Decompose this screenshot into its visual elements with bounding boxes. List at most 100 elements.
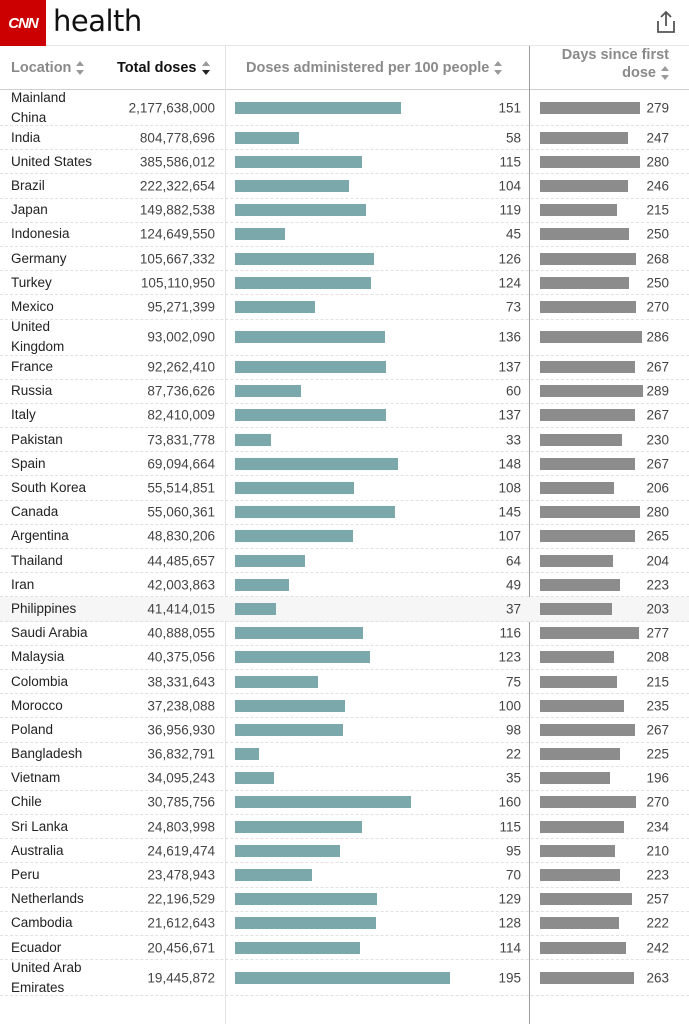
per100-bar [235,917,376,930]
location-cell: Canada [11,504,59,520]
table-row[interactable]: United States 385,586,012 115 280 [0,150,689,175]
table-row[interactable]: Australia 24,619,474 95 210 [0,839,689,864]
header-location[interactable]: Location [11,60,85,76]
days-value: 263 [646,970,669,986]
days-bar [540,554,613,567]
table-row[interactable]: Philippines 41,414,015 37 203 [0,597,689,622]
days-value: 250 [646,226,669,242]
table-row[interactable]: Italy 82,410,009 137 267 [0,404,689,429]
total-doses-cell: 55,514,851 [147,480,215,496]
table-row[interactable]: Iran 42,003,863 49 223 [0,573,689,598]
per100-bar [235,844,340,857]
total-doses-cell: 44,485,657 [147,553,215,569]
per100-value: 115 [499,819,521,835]
total-doses-cell: 385,586,012 [139,154,215,170]
days-bar [540,482,614,495]
days-value: 242 [646,940,669,956]
total-doses-cell: 41,414,015 [147,601,215,617]
per100-value: 73 [505,299,521,315]
location-cell: Indonesia [11,226,70,242]
days-value: 250 [646,275,669,291]
table-row[interactable]: Spain 69,094,664 148 267 [0,452,689,477]
table-row[interactable]: Pakistan 73,831,778 33 230 [0,428,689,453]
cnn-logo[interactable]: CNN [0,0,46,46]
table-row[interactable]: Peru 23,478,943 70 223 [0,863,689,888]
table-row[interactable]: Sri Lanka 24,803,998 115 234 [0,815,689,840]
per100-value: 22 [505,746,521,762]
table-row[interactable]: Netherlands 22,196,529 129 257 [0,888,689,912]
days-bar [540,252,636,265]
header-days[interactable]: Days since first dose [561,47,669,81]
per100-value: 33 [505,432,521,448]
per100-bar [235,204,366,217]
top-bar: CNN health [0,0,689,46]
table-row[interactable]: Indonesia 124,649,550 45 250 [0,223,689,247]
total-doses-cell: 87,736,626 [147,383,215,399]
table-row[interactable]: Morocco 37,238,088 100 235 [0,694,689,719]
table-row[interactable]: France 92,262,410 137 267 [0,356,689,380]
days-bar [540,941,627,954]
table-row[interactable]: Canada 55,060,361 145 280 [0,501,689,525]
total-doses-cell: 149,882,538 [139,202,215,218]
per100-bar [235,723,343,736]
days-value: 215 [646,202,669,218]
total-doses-cell: 93,002,090 [147,329,215,345]
location-cell: Poland [11,721,54,737]
per100-value: 108 [498,480,521,496]
days-value: 286 [646,329,669,345]
days-value: 280 [646,504,669,520]
location-cell: Japan [11,202,48,218]
location-cell: Vietnam [11,770,61,786]
days-value: 277 [646,625,669,641]
table-row[interactable]: Poland 36,956,930 98 267 [0,718,689,743]
header-per100[interactable]: Doses administered per 100 people [246,60,503,76]
table-row[interactable]: Japan 149,882,538 119 215 [0,199,689,223]
table-row[interactable]: Chile 30,785,756 160 270 [0,791,689,816]
table-row[interactable]: Mainland China 2,177,638,000 151 279 [0,90,689,126]
days-bar [540,917,620,930]
table-row[interactable]: United Arab Emirates 19,445,872 195 263 [0,960,689,997]
days-value: 235 [646,698,669,714]
total-doses-cell: 222,322,654 [139,178,215,194]
location-cell: Sri Lanka [11,818,69,834]
table-row[interactable]: Germany 105,667,332 126 268 [0,247,689,272]
share-icon[interactable] [653,9,679,35]
table-row[interactable]: Colombia 38,331,643 75 215 [0,670,689,695]
days-value: 289 [646,383,669,399]
table-row[interactable]: South Korea 55,514,851 108 206 [0,476,689,501]
days-value: 230 [646,432,669,448]
table-row[interactable]: Saudi Arabia 40,888,055 116 277 [0,622,689,646]
per100-value: 115 [499,154,521,170]
table-row[interactable]: Thailand 44,485,657 64 204 [0,549,689,574]
table-row[interactable]: Brazil 222,322,654 104 246 [0,174,689,199]
table-row[interactable]: Mexico 95,271,399 73 270 [0,295,689,320]
section-title[interactable]: health [53,4,142,38]
table-row[interactable]: India 804,778,696 58 247 [0,126,689,151]
days-value: 267 [646,407,669,423]
per100-value: 160 [498,794,521,810]
days-bar [540,971,634,984]
location-cell: Bangladesh [11,746,83,762]
table-row[interactable]: Bangladesh 36,832,791 22 225 [0,743,689,767]
days-bar [540,796,637,809]
per100-bar [235,361,386,374]
per100-value: 148 [498,456,521,472]
per100-value: 64 [505,553,521,569]
location-cell: Peru [11,867,40,883]
total-doses-cell: 2,177,638,000 [128,100,215,115]
table-row[interactable]: Vietnam 34,095,243 35 196 [0,767,689,791]
table-row[interactable]: Malaysia 40,375,056 123 208 [0,646,689,670]
table-row[interactable]: Ecuador 20,456,671 114 242 [0,936,689,961]
total-doses-cell: 42,003,863 [147,577,215,593]
table-row[interactable]: Cambodia 21,612,643 128 222 [0,912,689,936]
table-row[interactable]: Turkey 105,110,950 124 250 [0,271,689,296]
table-row[interactable]: Argentina 48,830,206 107 265 [0,525,689,549]
table-row[interactable]: Russia 87,736,626 60 289 [0,380,689,404]
total-doses-cell: 34,095,243 [147,770,215,786]
per100-bar [235,252,374,265]
header-total-doses[interactable]: Total doses [117,60,210,76]
per100-value: 195 [498,970,521,986]
column-divider [225,46,226,1024]
table-row[interactable]: United Kingdom 93,002,090 136 286 [0,319,689,356]
days-bar [540,131,629,144]
